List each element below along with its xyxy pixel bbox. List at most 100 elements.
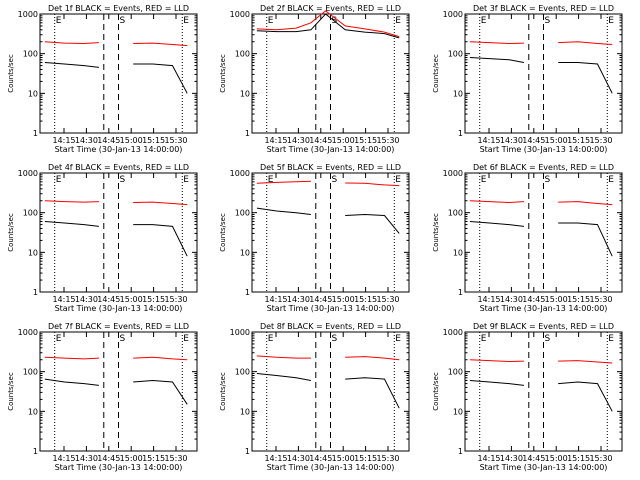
x-tick-label: 14:30 bbox=[75, 454, 98, 463]
y-tick-label: 1 bbox=[458, 288, 463, 297]
x-tick-label: 14:15 bbox=[477, 454, 500, 463]
time-marker-label: E bbox=[481, 175, 487, 185]
lld-series-line bbox=[44, 200, 188, 206]
y-tick-label: 100 bbox=[448, 368, 463, 377]
x-axis-label: Start Time (30-Jan-13 14:00:00) bbox=[480, 463, 608, 472]
time-marker-label: E bbox=[608, 334, 614, 344]
x-tick-label: 15:00 bbox=[545, 295, 568, 304]
time-marker-label: E bbox=[183, 175, 189, 185]
x-tick-label: 14:30 bbox=[287, 454, 310, 463]
panel-title: Det 2f BLACK = Events, RED = LLD bbox=[260, 4, 401, 13]
time-marker-label: S bbox=[332, 175, 338, 185]
y-tick-label: 1 bbox=[245, 288, 250, 297]
x-axis-label: Start Time (30-Jan-13 14:00:00) bbox=[480, 145, 608, 154]
x-tick-label: 14:30 bbox=[287, 295, 310, 304]
time-marker-label: E bbox=[56, 16, 62, 26]
y-axis-label: Counts/sec bbox=[432, 213, 440, 252]
x-axis-label: Start Time (30-Jan-13 14:00:00) bbox=[267, 304, 395, 313]
y-tick-label: 1000 bbox=[18, 328, 38, 337]
y-tick-label: 100 bbox=[235, 368, 250, 377]
x-axis-label: Start Time (30-Jan-13 14:00:00) bbox=[267, 145, 395, 154]
time-marker-label: E bbox=[183, 16, 189, 26]
time-marker-label: E bbox=[481, 16, 487, 26]
x-tick-label: 15:00 bbox=[332, 454, 355, 463]
x-tick-label: 14:30 bbox=[287, 136, 310, 145]
x-tick-label: 14:15 bbox=[264, 136, 287, 145]
x-tick-label: 14:45 bbox=[309, 454, 332, 463]
time-marker-label: E bbox=[268, 175, 274, 185]
panel-title: Det 1f BLACK = Events, RED = LLD bbox=[48, 4, 189, 13]
time-marker-label: S bbox=[120, 334, 126, 344]
y-axis-label: Counts/sec bbox=[7, 54, 15, 93]
y-tick-label: 10 bbox=[240, 89, 250, 98]
x-tick-label: 15:30 bbox=[376, 295, 399, 304]
x-axis-label: Start Time (30-Jan-13 14:00:00) bbox=[480, 304, 608, 313]
time-marker-label: S bbox=[120, 175, 126, 185]
y-tick-label: 10 bbox=[453, 407, 463, 416]
y-tick-label: 1000 bbox=[18, 169, 38, 178]
y-tick-label: 10 bbox=[28, 89, 38, 98]
x-tick-label: 15:30 bbox=[589, 454, 612, 463]
x-tick-label: 15:30 bbox=[376, 454, 399, 463]
lld-series-line bbox=[256, 10, 400, 38]
x-tick-label: 14:45 bbox=[97, 136, 120, 145]
y-tick-label: 1 bbox=[245, 447, 250, 456]
y-tick-label: 100 bbox=[23, 209, 38, 218]
x-tick-label: 15:15 bbox=[567, 295, 590, 304]
lld-series-line bbox=[44, 41, 188, 47]
x-tick-label: 15:30 bbox=[589, 136, 612, 145]
x-tick-label: 14:45 bbox=[97, 454, 120, 463]
time-marker-label: E bbox=[395, 175, 401, 185]
x-tick-label: 15:00 bbox=[545, 136, 568, 145]
time-marker-label: E bbox=[268, 16, 274, 26]
x-tick-label: 15:30 bbox=[164, 295, 187, 304]
y-axis-label: Counts/sec bbox=[7, 213, 15, 252]
time-marker-label: S bbox=[545, 334, 551, 344]
x-tick-label: 15:00 bbox=[332, 295, 355, 304]
y-tick-label: 1 bbox=[33, 129, 38, 138]
y-tick-label: 1000 bbox=[443, 328, 463, 337]
y-axis-label: Counts/sec bbox=[432, 372, 440, 411]
panel-title: Det 7f BLACK = Events, RED = LLD bbox=[48, 322, 189, 331]
events-series-line bbox=[44, 221, 188, 257]
y-tick-label: 100 bbox=[448, 50, 463, 59]
x-tick-label: 15:00 bbox=[120, 454, 143, 463]
lld-series-line bbox=[469, 41, 613, 45]
y-tick-label: 1000 bbox=[230, 10, 250, 19]
y-tick-label: 1 bbox=[33, 447, 38, 456]
events-series-line bbox=[469, 221, 613, 257]
events-series-line bbox=[469, 57, 613, 94]
lld-series-line bbox=[256, 180, 400, 187]
events-series-line bbox=[44, 378, 188, 405]
time-marker-label: E bbox=[481, 334, 487, 344]
x-axis-label: Start Time (30-Jan-13 14:00:00) bbox=[55, 304, 183, 313]
x-tick-label: 14:45 bbox=[309, 295, 332, 304]
x-axis-label: Start Time (30-Jan-13 14:00:00) bbox=[267, 463, 395, 472]
panel-6: Det 6f BLACK = Events, RED = LLD 1 10 100 10… bbox=[432, 163, 623, 313]
panel-title: Det 9f BLACK = Events, RED = LLD bbox=[473, 322, 614, 331]
y-tick-label: 1000 bbox=[230, 169, 250, 178]
time-marker-label: E bbox=[608, 175, 614, 185]
y-axis-label: Counts/sec bbox=[219, 54, 227, 93]
time-marker-label: S bbox=[545, 16, 551, 26]
lld-series-line bbox=[44, 356, 188, 361]
y-tick-label: 10 bbox=[28, 407, 38, 416]
events-series-line bbox=[256, 207, 400, 234]
x-axis-label: Start Time (30-Jan-13 14:00:00) bbox=[55, 463, 183, 472]
y-tick-label: 1000 bbox=[230, 328, 250, 337]
events-series-line bbox=[469, 380, 613, 412]
x-tick-label: 14:30 bbox=[500, 295, 523, 304]
panel-2: Det 2f BLACK = Events, RED = LLD 1 10 100 10… bbox=[219, 4, 410, 154]
y-axis-label: Counts/sec bbox=[219, 372, 227, 411]
x-tick-label: 15:00 bbox=[120, 295, 143, 304]
y-tick-label: 1 bbox=[458, 129, 463, 138]
panel-title: Det 5f BLACK = Events, RED = LLD bbox=[260, 163, 401, 172]
lld-series-line bbox=[469, 359, 613, 364]
time-marker-label: S bbox=[545, 175, 551, 185]
x-tick-label: 15:00 bbox=[545, 454, 568, 463]
x-tick-label: 15:00 bbox=[332, 136, 355, 145]
x-tick-label: 14:45 bbox=[97, 295, 120, 304]
panel-8: Det 8f BLACK = Events, RED = LLD 1 10 100 10… bbox=[219, 322, 410, 472]
x-axis-label: Start Time (30-Jan-13 14:00:00) bbox=[55, 145, 183, 154]
panel-title: Det 3f BLACK = Events, RED = LLD bbox=[473, 4, 614, 13]
